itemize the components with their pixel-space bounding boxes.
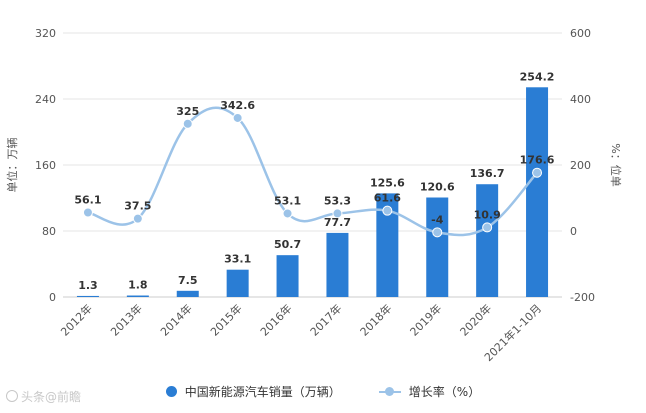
line-point (532, 167, 543, 178)
line-value-label: 342.6 (220, 99, 255, 112)
line-point (482, 222, 493, 233)
y2-tick-label: 0 (570, 225, 577, 238)
x-tick-label: 2014年 (157, 301, 194, 338)
x-tick-label: 2019年 (407, 301, 444, 338)
chart-legend: 中国新能源汽车销量（万辆） 增长率（%） (0, 380, 646, 402)
bar-value-label: 136.7 (470, 167, 505, 180)
bar-value-label: 125.6 (370, 176, 405, 189)
x-tick-label: 2013年 (107, 301, 144, 338)
bar (326, 232, 349, 297)
growth-line (87, 106, 538, 237)
line-value-label: 61.6 (374, 192, 401, 205)
y2-tick-label: -200 (570, 291, 595, 304)
line-value-label: 176.6 (520, 154, 555, 167)
line-value-label: 53.1 (274, 194, 301, 207)
bar (176, 290, 199, 297)
line-value-label: 10.9 (474, 208, 501, 221)
y2-tick-label: 600 (570, 27, 591, 40)
chart-canvas: 0 80 160 240 320 -200 0 200 400 600 单位：万辆 %：位单 1.3 1.… (5, 27, 623, 364)
line-value-label: 53.3 (324, 194, 351, 207)
bar (476, 184, 499, 297)
bar (76, 295, 99, 297)
bar-value-label: 50.7 (274, 238, 301, 251)
legend-bar-swatch (165, 385, 177, 397)
y-axis-title: 单位：万辆 (5, 138, 19, 193)
bar-value-label: 120.6 (420, 181, 455, 194)
line-point (182, 118, 193, 129)
x-tick-label: 2018年 (357, 301, 394, 338)
legend-line-swatch (378, 386, 401, 397)
legend-sales-label: 中国新能源汽车销量（万辆） (184, 384, 341, 399)
line-value-label: 56.1 (74, 193, 101, 206)
source-watermark: 头条@前瞻 (6, 388, 81, 405)
x-tick-label: 2016年 (257, 301, 294, 338)
y2-axis-title: %：位单 (609, 143, 623, 186)
bar (226, 269, 249, 297)
bar (276, 255, 299, 297)
y2-tick-label: 400 (570, 93, 591, 106)
x-tick-label: 2020年 (457, 301, 494, 338)
line-point (232, 112, 243, 123)
bar (426, 197, 449, 297)
y-tick-label: 320 (35, 27, 56, 40)
bar (376, 193, 399, 297)
watermark-icon (6, 390, 18, 402)
line-point (132, 213, 143, 224)
bar (526, 87, 549, 297)
watermark-text: 头条@前瞻 (21, 390, 82, 404)
bar-value-label: 7.5 (178, 274, 198, 287)
y2-tick-label: 200 (570, 159, 591, 172)
line-point (282, 208, 293, 219)
line-point (332, 208, 343, 219)
line-value-label: -4 (431, 213, 444, 226)
y-tick-label: 80 (42, 225, 56, 238)
y-tick-label: 160 (35, 159, 56, 172)
bar-value-label: 33.1 (224, 253, 251, 266)
bar-value-label: 77.7 (324, 216, 351, 229)
bar-value-label: 1.3 (78, 279, 98, 292)
x-tick-label: 2012年 (58, 301, 95, 338)
line-point (82, 207, 93, 218)
x-tick-label: 2015年 (207, 301, 244, 338)
legend-item-growth[interactable]: 增长率（%） (378, 383, 481, 400)
bar-value-label: 254.2 (520, 70, 555, 83)
legend-growth-label: 增长率（%） (408, 384, 481, 399)
y-tick-label: 240 (35, 93, 56, 106)
line-value-label: 37.5 (124, 200, 151, 213)
legend-item-sales[interactable]: 中国新能源汽车销量（万辆） (165, 383, 341, 400)
bar-value-label: 1.8 (128, 279, 148, 292)
line-point (382, 205, 393, 216)
line-value-label: 325 (176, 105, 199, 118)
line-point (432, 227, 443, 238)
bar (126, 295, 149, 297)
x-tick-label: 2017年 (307, 301, 344, 338)
y-tick-label: 0 (49, 291, 56, 304)
